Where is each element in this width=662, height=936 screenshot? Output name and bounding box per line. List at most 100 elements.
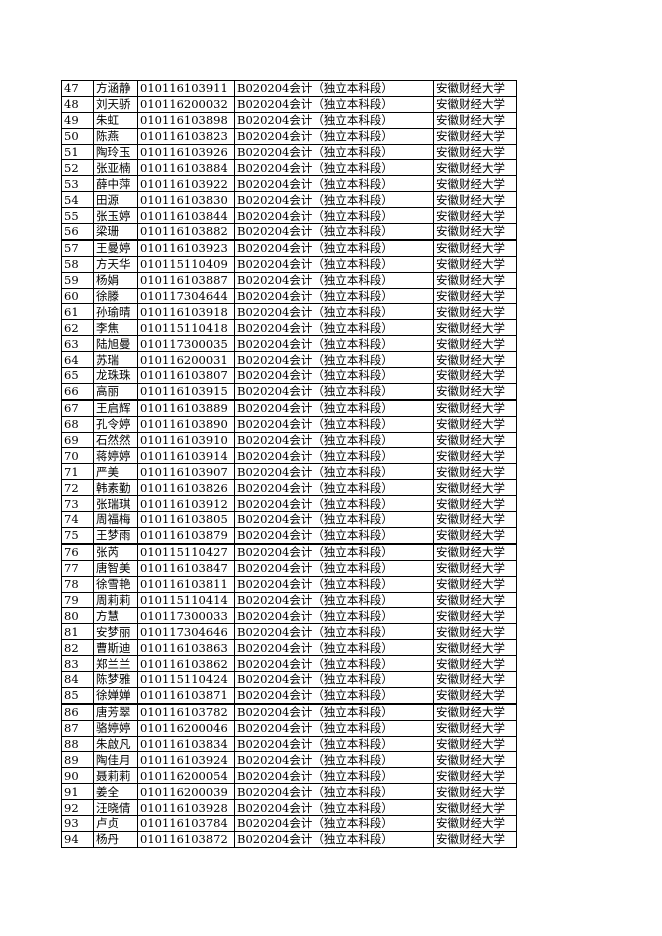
major-cell: B020204会计（独立本科段） bbox=[234, 735, 434, 753]
student-id-cell: 010116103805 bbox=[137, 511, 235, 528]
student-id-cell: 010116103882 bbox=[137, 223, 235, 241]
student-name-cell: 杨娟 bbox=[93, 271, 138, 289]
student-id-cell: 010116103907 bbox=[137, 463, 235, 481]
student-list-table: 47 方涵静 010116103911 B020204会计（独立本科段） 安徽财经大学 4… bbox=[61, 80, 517, 848]
row-number-cell: 82 bbox=[61, 639, 94, 657]
school-cell: 安徽财经大学 bbox=[433, 591, 517, 609]
student-name-cell: 李焦 bbox=[93, 319, 138, 337]
major-cell: B020204会计（独立本科段） bbox=[234, 639, 434, 657]
table-row: 60 徐滕 010117304644 B020204会计（独立本科段） 安徽财经大学 bbox=[61, 287, 517, 305]
table-row: 82 曹斯迪 010116103863 B020204会计（独立本科段） 安徽财经大学 bbox=[61, 639, 517, 657]
school-cell: 安徽财经大学 bbox=[433, 767, 517, 785]
student-name-cell: 张玉婷 bbox=[93, 207, 138, 225]
major-cell: B020204会计（独立本科段） bbox=[234, 607, 434, 625]
student-name-cell: 高丽 bbox=[93, 382, 138, 401]
student-id-cell: 010116103922 bbox=[137, 175, 235, 193]
student-name-cell: 骆婷婷 bbox=[93, 719, 138, 737]
student-id-cell: 010116103879 bbox=[137, 526, 235, 545]
school-cell: 安徽财经大学 bbox=[433, 415, 517, 433]
student-id-cell: 010117304646 bbox=[137, 623, 235, 641]
table-row: 80 方慧 010117300033 B020204会计（独立本科段） 安徽财经大学 bbox=[61, 607, 517, 625]
table-row: 94 杨丹 010116103872 B020204会计（独立本科段） 安徽财经大学 bbox=[61, 830, 517, 848]
table-row: 54 田源 010116103830 B020204会计（独立本科段） 安徽财经大学 bbox=[61, 191, 517, 209]
row-number-cell: 81 bbox=[61, 623, 94, 641]
major-cell: B020204会计（独立本科段） bbox=[234, 159, 434, 177]
student-name-cell: 王曼婷 bbox=[93, 239, 138, 257]
row-number-cell: 63 bbox=[61, 335, 94, 353]
school-cell: 安徽财经大学 bbox=[433, 783, 517, 801]
table-row: 90 聂莉莉 010116200054 B020204会计（独立本科段） 安徽财经大学 bbox=[61, 767, 517, 785]
table-row: 75 王梦雨 010116103879 B020204会计（独立本科段） 安徽财经大学 bbox=[61, 526, 517, 545]
student-name-cell: 陆旭曼 bbox=[93, 335, 138, 353]
student-name-cell: 徐雪艳 bbox=[93, 575, 138, 593]
row-number-cell: 57 bbox=[61, 239, 94, 257]
student-id-cell: 010117304644 bbox=[137, 287, 235, 305]
row-number-cell: 83 bbox=[61, 655, 94, 672]
student-name-cell: 龙珠珠 bbox=[93, 367, 138, 384]
table-body: 47 方涵静 010116103911 B020204会计（独立本科段） 安徽财经大学 4… bbox=[61, 80, 517, 848]
table-row: 50 陈燕 010116103823 B020204会计（独立本科段） 安徽财经大学 bbox=[61, 127, 517, 145]
major-cell: B020204会计（独立本科段） bbox=[234, 767, 434, 785]
student-id-cell: 010116103862 bbox=[137, 655, 235, 672]
major-cell: B020204会计（独立本科段） bbox=[234, 463, 434, 481]
major-cell: B020204会计（独立本科段） bbox=[234, 670, 434, 688]
major-cell: B020204会计（独立本科段） bbox=[234, 431, 434, 449]
major-cell: B020204会计（独立本科段） bbox=[234, 351, 434, 369]
student-name-cell: 徐婵婵 bbox=[93, 686, 138, 705]
school-cell: 安徽财经大学 bbox=[433, 623, 517, 641]
student-id-cell: 010116103884 bbox=[137, 159, 235, 177]
major-cell: B020204会计（独立本科段） bbox=[234, 511, 434, 528]
student-id-cell: 010116200046 bbox=[137, 719, 235, 737]
row-number-cell: 66 bbox=[61, 382, 94, 401]
student-name-cell: 严美 bbox=[93, 463, 138, 481]
table-row: 68 孔令婷 010116103890 B020204会计（独立本科段） 安徽财经大学 bbox=[61, 415, 517, 433]
row-number-cell: 60 bbox=[61, 287, 94, 305]
student-id-cell: 010116103872 bbox=[137, 830, 235, 848]
major-cell: B020204会计（独立本科段） bbox=[234, 719, 434, 737]
student-id-cell: 010117300033 bbox=[137, 607, 235, 625]
student-id-cell: 010116103890 bbox=[137, 415, 235, 433]
school-cell: 安徽财经大学 bbox=[433, 607, 517, 625]
major-cell: B020204会计（独立本科段） bbox=[234, 239, 434, 257]
student-name-cell: 张亚楠 bbox=[93, 159, 138, 177]
major-cell: B020204会计（独立本科段） bbox=[234, 447, 434, 465]
school-cell: 安徽财经大学 bbox=[433, 399, 517, 417]
student-name-cell: 陈梦雅 bbox=[93, 670, 138, 688]
row-number-cell: 69 bbox=[61, 431, 94, 449]
row-number-cell: 64 bbox=[61, 351, 94, 369]
major-cell: B020204会计（独立本科段） bbox=[234, 143, 434, 161]
row-number-cell: 49 bbox=[61, 111, 94, 129]
major-cell: B020204会计（独立本科段） bbox=[234, 95, 434, 113]
table-row: 59 杨娟 010116103887 B020204会计（独立本科段） 安徽财经大学 bbox=[61, 271, 517, 289]
student-name-cell: 王启辉 bbox=[93, 399, 138, 417]
student-name-cell: 周莉莉 bbox=[93, 591, 138, 609]
table-row: 67 王启辉 010116103889 B020204会计（独立本科段） 安徽财经大学 bbox=[61, 399, 517, 417]
table-row: 87 骆婷婷 010116200046 B020204会计（独立本科段） 安徽财经大学 bbox=[61, 719, 517, 737]
row-number-cell: 74 bbox=[61, 511, 94, 528]
student-name-cell: 陈燕 bbox=[93, 127, 138, 145]
row-number-cell: 56 bbox=[61, 223, 94, 241]
table-row: 65 龙珠珠 010116103807 B020204会计（独立本科段） 安徽财经大学 bbox=[61, 367, 517, 384]
major-cell: B020204会计（独立本科段） bbox=[234, 543, 434, 561]
student-id-cell: 010116103807 bbox=[137, 367, 235, 384]
student-id-cell: 010116200039 bbox=[137, 783, 235, 801]
row-number-cell: 75 bbox=[61, 526, 94, 545]
student-name-cell: 石然然 bbox=[93, 431, 138, 449]
row-number-cell: 47 bbox=[61, 80, 94, 97]
major-cell: B020204会计（独立本科段） bbox=[234, 335, 434, 353]
student-name-cell: 陶玲玉 bbox=[93, 143, 138, 161]
row-number-cell: 91 bbox=[61, 783, 94, 801]
major-cell: B020204会计（独立本科段） bbox=[234, 127, 434, 145]
student-id-cell: 010116103887 bbox=[137, 271, 235, 289]
table-row: 76 张芮 010115110427 B020204会计（独立本科段） 安徽财经大学 bbox=[61, 543, 517, 561]
school-cell: 安徽财经大学 bbox=[433, 559, 517, 577]
student-name-cell: 方天华 bbox=[93, 255, 138, 273]
major-cell: B020204会计（独立本科段） bbox=[234, 399, 434, 417]
table-row: 49 朱虹 010116103898 B020204会计（独立本科段） 安徽财经大学 bbox=[61, 111, 517, 129]
table-row: 72 韩素勤 010116103826 B020204会计（独立本科段） 安徽财经大学 bbox=[61, 479, 517, 497]
major-cell: B020204会计（独立本科段） bbox=[234, 287, 434, 305]
table-row: 81 安梦丽 010117304646 B020204会计（独立本科段） 安徽财经大学 bbox=[61, 623, 517, 641]
school-cell: 安徽财经大学 bbox=[433, 703, 517, 721]
table-row: 74 周福梅 010116103805 B020204会计（独立本科段） 安徽财经大学 bbox=[61, 511, 517, 528]
table-row: 91 姜全 010116200039 B020204会计（独立本科段） 安徽财经大学 bbox=[61, 783, 517, 801]
